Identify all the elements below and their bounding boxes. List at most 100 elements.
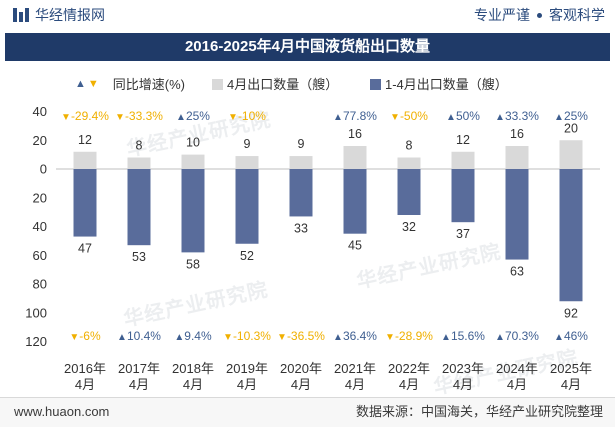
legend-item-growth: ▲ ▼ 同比增速(%)	[75, 76, 185, 93]
x-tick-label-month-2022: 4月	[399, 377, 419, 392]
up-triangle-icon: ▲	[333, 112, 343, 123]
growth-value: 77.8	[343, 109, 367, 123]
growth-unit: %	[90, 329, 101, 343]
growth-unit: %	[255, 109, 266, 123]
slogan-part-2: 客观科学	[549, 7, 605, 23]
april-growth-label-2018: ▲25%	[176, 109, 210, 123]
growth-unit: %	[366, 109, 377, 123]
data-source: 数据来源：中国海关，华经产业研究院整理	[355, 404, 603, 419]
legend-swatch-april	[212, 79, 223, 90]
april-growth-label-2016: ▼-29.4%	[61, 109, 109, 123]
growth-unit: %	[152, 109, 163, 123]
legend-label-april: 4月出口数量（艘）	[227, 77, 339, 92]
up-triangle-icon: ▲	[554, 112, 564, 123]
slogan-part-1: 专业严谨	[474, 7, 530, 23]
header: 华经情报网 专业严谨 客观科学	[0, 0, 615, 30]
footer: www.huaon.com 数据来源：中国海关，华经产业研究院整理	[0, 397, 615, 427]
april-value-label-2018: 10	[186, 136, 200, 150]
growth-value: 70.3	[505, 329, 529, 343]
y-tick-label: 60	[33, 248, 47, 263]
april-value-label-2022: 8	[406, 139, 413, 153]
down-triangle-icon: ▼	[115, 112, 125, 123]
growth-value: 46	[564, 329, 578, 343]
growth-value: -6	[79, 329, 90, 343]
y-tick-label: 40	[33, 104, 47, 119]
x-axis: 2016年4月2017年4月2018年4月2019年4月2020年4月2021年…	[64, 361, 592, 392]
growth-value: 50	[456, 109, 470, 123]
april-bar-2024	[505, 146, 529, 169]
jan-apr-growth-label-2020: ▼-36.5%	[277, 329, 325, 343]
growth-unit: %	[201, 329, 212, 343]
legend-swatch-jan-apr	[370, 79, 381, 90]
growth-value: -36.5	[287, 329, 315, 343]
growth-unit: %	[150, 329, 161, 343]
growth-unit: %	[417, 109, 428, 123]
down-triangle-icon: ▼	[277, 332, 287, 343]
x-tick-label-month-2021: 4月	[345, 377, 365, 392]
y-tick-label: 40	[33, 219, 47, 234]
y-tick-label: 100	[25, 305, 47, 320]
jan-apr-growth-label-2018: ▲9.4%	[174, 329, 212, 343]
april-growth-label-2025: ▲25%	[554, 109, 588, 123]
growth-value: 10.4	[127, 329, 151, 343]
growth-value: 25	[564, 109, 578, 123]
jan-apr-bar-2017	[127, 169, 151, 246]
april-value-label-2024: 16	[510, 127, 524, 141]
jan-apr-growth-label-2023: ▲15.6%	[441, 329, 485, 343]
down-triangle-icon: ▼	[69, 332, 79, 343]
jan-apr-bar-2020	[289, 169, 313, 217]
down-triangle-icon: ▼	[223, 332, 233, 343]
x-tick-label-year-2018: 2018年	[172, 361, 214, 376]
growth-unit: %	[528, 329, 539, 343]
growth-unit: %	[366, 329, 377, 343]
growth-unit: %	[422, 329, 433, 343]
jan-apr-growth-label-2022: ▼-28.9%	[385, 329, 433, 343]
jan-apr-growth-label-2019: ▼-10.3%	[223, 329, 271, 343]
april-value-label-2025: 20	[564, 121, 578, 135]
april-value-label-2021: 16	[348, 127, 362, 141]
y-tick-label: 20	[33, 133, 47, 148]
jan-apr-growth-label-2025: ▲46%	[554, 329, 588, 343]
growth-unit: %	[98, 109, 109, 123]
jan-apr-value-label-2022: 32	[402, 220, 416, 234]
down-triangle-icon: ▼	[228, 112, 238, 123]
up-triangle-icon: ▲	[554, 332, 564, 343]
april-bar-2025	[559, 140, 583, 169]
growth-value: -10	[238, 109, 256, 123]
x-tick-label-month-2018: 4月	[183, 377, 203, 392]
jan-apr-growth-label-2016: ▼-6%	[69, 329, 101, 343]
x-tick-label-month-2017: 4月	[129, 377, 149, 392]
legend-item-jan-apr: 1-4月出口数量（艘）	[370, 76, 508, 93]
website-link: www.huaon.com	[14, 404, 110, 419]
growth-unit: %	[577, 109, 588, 123]
jan-apr-bar-2024	[505, 169, 529, 260]
april-growth-label-2017: ▼-33.3%	[115, 109, 163, 123]
chart-title: 2016-2025年4月中国液货船出口数量	[5, 33, 610, 61]
x-tick-label-year-2025: 2025年	[550, 361, 592, 376]
growth-value: -50	[400, 109, 418, 123]
april-bar-2016	[73, 151, 97, 169]
growth-value: 36.4	[343, 329, 367, 343]
april-bar-2017	[127, 157, 151, 169]
april-bar-2022	[397, 157, 421, 169]
up-triangle-icon: ▲	[176, 112, 186, 123]
x-tick-label-year-2021: 2021年	[334, 361, 376, 376]
april-value-label-2023: 12	[456, 133, 470, 147]
slogan-dot-icon	[537, 12, 542, 18]
jan-apr-value-label-2024: 63	[510, 265, 524, 279]
jan-apr-bar-2019	[235, 169, 259, 244]
up-triangle-icon: ▲	[174, 332, 184, 343]
jan-apr-growth-label-2017: ▲10.4%	[117, 329, 161, 343]
april-growth-label-2022: ▼-50%	[390, 109, 428, 123]
x-tick-label-year-2016: 2016年	[64, 361, 106, 376]
growth-labels: ▼-29.4%▼-6%▼-33.3%▲10.4%▲25%▲9.4%▼-10%▼-…	[61, 109, 588, 343]
x-tick-label-year-2017: 2017年	[118, 361, 160, 376]
legend-up-triangle-icon: ▲	[75, 78, 86, 90]
jan-apr-bar-2016	[73, 169, 97, 237]
x-tick-label-month-2025: 4月	[561, 377, 581, 392]
legend-item-april: 4月出口数量（艘）	[212, 76, 338, 93]
bars	[73, 140, 583, 302]
growth-value: -29.4	[71, 109, 99, 123]
growth-unit: %	[469, 109, 480, 123]
